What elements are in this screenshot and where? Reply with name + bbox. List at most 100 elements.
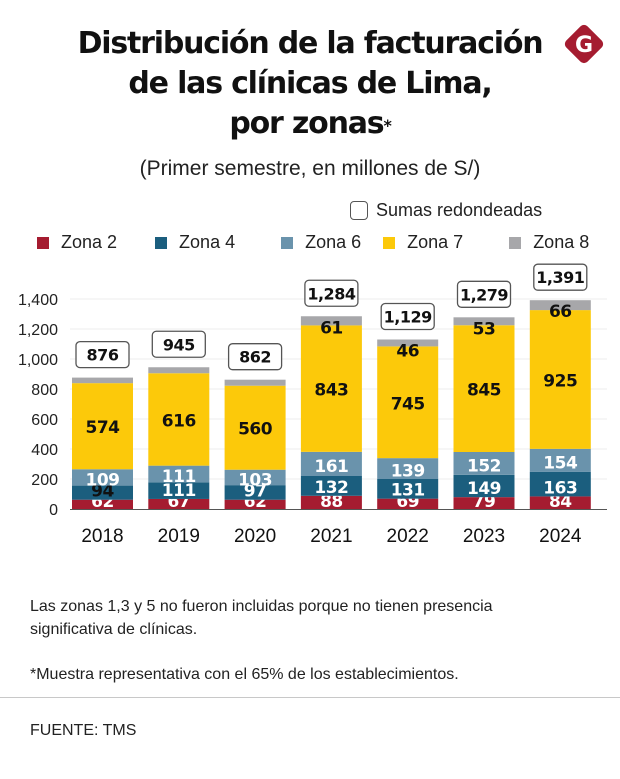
bar-segment — [529, 310, 591, 449]
bar-segment — [224, 499, 286, 509]
data-label: 843 — [314, 381, 348, 401]
legend-label: Zona 2 — [61, 232, 118, 252]
bar-segment — [300, 495, 362, 509]
title-line-3: por zonas* — [0, 104, 620, 144]
note-zones: Las zonas 1,3 y 5 no fueron incluidas po… — [30, 598, 493, 638]
bar-segment — [377, 479, 439, 499]
bar-segment — [300, 476, 362, 496]
total-label: 1,129 — [384, 308, 432, 327]
legend-swatch — [155, 236, 168, 249]
note-sample: *Muestra representativa con el 65% de lo… — [30, 666, 459, 683]
bar-segment — [148, 373, 210, 466]
data-label: 139 — [391, 462, 425, 482]
bar-segment — [148, 498, 210, 509]
legend-label: Zona 4 — [179, 232, 236, 252]
x-tick-label: 2021 — [310, 526, 352, 547]
bar-segment — [148, 465, 210, 483]
bar-segment — [377, 346, 439, 459]
data-label: 97 — [244, 482, 267, 502]
total-box — [380, 302, 435, 331]
total-label: 1,284 — [307, 284, 355, 303]
bar-segment — [224, 379, 286, 386]
data-label: 745 — [391, 394, 425, 414]
data-label: 161 — [314, 457, 348, 477]
data-label: 132 — [314, 478, 348, 498]
y-tick-label: 800 — [31, 382, 58, 399]
legend-item-zona-4: Zona 4 — [155, 232, 235, 253]
legend-item-zona-8: Zona 8 — [509, 232, 589, 253]
data-label: 560 — [238, 420, 273, 440]
bar-segment — [224, 469, 286, 486]
bar-segment — [72, 377, 133, 384]
legend-label: Zona 8 — [533, 232, 590, 252]
data-label: 131 — [391, 481, 425, 501]
title-line-3-text: por zonas — [229, 106, 384, 141]
legend-swatch — [509, 236, 522, 249]
x-tick-label: 2024 — [539, 526, 582, 547]
data-label: 84 — [549, 492, 572, 512]
bar-segment — [529, 300, 591, 311]
divider — [0, 697, 620, 698]
chart-title: Distribución de la facturación de las cl… — [0, 24, 620, 144]
data-label: 163 — [543, 478, 577, 498]
data-label: 152 — [467, 456, 501, 476]
data-label: 111 — [162, 467, 196, 487]
data-label: 149 — [467, 479, 501, 499]
bar-segment — [300, 325, 362, 452]
data-label: 88 — [320, 492, 343, 512]
data-label: 61 — [320, 318, 343, 338]
data-label: 111 — [162, 481, 196, 501]
x-tick-label: 2022 — [387, 526, 429, 547]
legend-swatch — [37, 236, 49, 249]
data-label: 103 — [238, 470, 272, 490]
data-label: 46 — [396, 342, 419, 362]
total-box — [304, 279, 359, 307]
total-label: 1,391 — [536, 268, 584, 287]
sumas-label: Sumas redondeadas — [376, 200, 543, 220]
total-label: 945 — [163, 335, 195, 354]
y-tick-label: 600 — [31, 412, 58, 429]
bar-segment — [529, 448, 591, 472]
chart-subtitle: (Primer semestre, en millones de S/) — [139, 157, 481, 180]
legend-swatch — [281, 236, 294, 249]
legend-item-zona-7: Zona 7 — [383, 232, 463, 253]
x-tick-label: 2020 — [234, 526, 276, 547]
total-box — [533, 263, 588, 291]
gestion-logo-icon: G — [564, 24, 604, 64]
bar-segment — [72, 469, 133, 486]
legend-label: Zona 7 — [407, 232, 464, 252]
bar-segment — [148, 482, 210, 499]
bar-segment — [72, 499, 133, 509]
y-tick-label: 400 — [31, 442, 58, 459]
data-label: 109 — [86, 470, 120, 490]
stacked-bar-chart: 02004006008001,0001,2001,400629410957487… — [18, 263, 607, 547]
bar-segment — [453, 452, 515, 475]
y-tick-label: 200 — [31, 472, 58, 489]
sumas-note: Sumas redondeadas — [350, 200, 542, 221]
total-box-icon — [350, 201, 368, 220]
bar-segment — [529, 496, 591, 509]
bar-segment — [453, 474, 515, 498]
data-label: 845 — [467, 381, 501, 401]
y-tick-label: 1,000 — [18, 352, 58, 369]
bar-segment — [377, 339, 439, 347]
source: FUENTE: TMS — [30, 722, 137, 739]
total-label: 862 — [239, 348, 271, 367]
legend-item-zona-2: Zona 2 — [37, 232, 117, 253]
bar-segment — [72, 485, 133, 500]
y-tick-label: 1,400 — [18, 292, 58, 309]
legend: Zona 2 Zona 4 Zona 6 Zona 7 Zona 8 — [37, 232, 589, 253]
data-label: 574 — [86, 418, 121, 438]
data-label: 154 — [543, 453, 578, 473]
total-box — [151, 330, 206, 358]
bar-segment — [224, 385, 286, 470]
data-label: 94 — [91, 482, 114, 502]
data-label: 925 — [543, 371, 577, 391]
legend-item-zona-6: Zona 6 — [281, 232, 361, 253]
data-label: 66 — [549, 302, 572, 322]
y-tick-label: 0 — [49, 502, 58, 519]
data-label: 616 — [162, 411, 196, 431]
bar-segment — [529, 471, 591, 497]
bar-segment — [377, 498, 439, 509]
total-label: 876 — [87, 346, 119, 365]
